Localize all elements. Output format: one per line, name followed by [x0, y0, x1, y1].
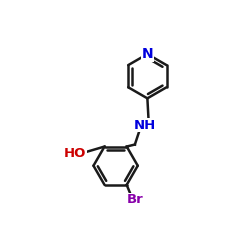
- Text: N: N: [142, 47, 153, 61]
- Text: HO: HO: [64, 147, 86, 160]
- Text: NH: NH: [133, 119, 156, 132]
- Text: Br: Br: [126, 193, 143, 206]
